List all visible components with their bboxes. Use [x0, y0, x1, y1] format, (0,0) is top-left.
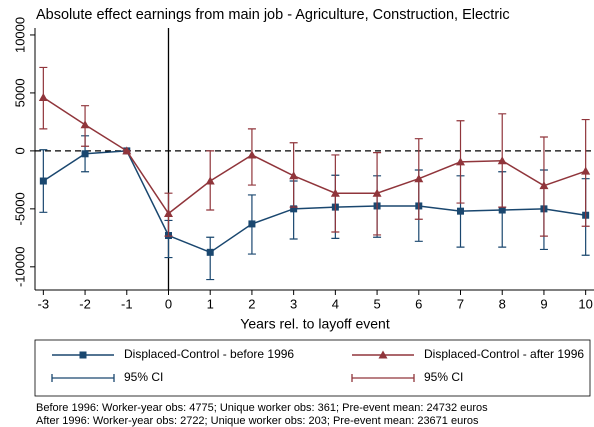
x-tick-label: 9 — [540, 296, 547, 311]
chart-title: Absolute effect earnings from main job -… — [36, 7, 510, 23]
marker — [289, 171, 299, 180]
marker — [39, 177, 47, 185]
marker — [414, 174, 424, 183]
legend-ci — [51, 374, 115, 382]
y-tick-label: 0 — [12, 147, 27, 154]
legend-label: 95% CI — [124, 370, 163, 384]
y-tick-label: -10000 — [12, 247, 27, 287]
y-tick-label: -5000 — [12, 192, 27, 225]
marker — [330, 188, 340, 197]
x-tick-label: -1 — [121, 296, 133, 311]
marker — [122, 146, 132, 155]
legend-label: 95% CI — [424, 370, 463, 384]
x-tick-label: 6 — [415, 296, 422, 311]
marker — [372, 188, 382, 197]
legend-ci — [351, 374, 415, 382]
series-line — [42, 96, 586, 215]
note: After 1996: Worker-year obs: 2722; Uniqu… — [36, 415, 479, 427]
marker — [290, 205, 298, 213]
legend-label: Displaced-Control - before 1996 — [124, 347, 294, 361]
legend-label: Displaced-Control - after 1996 — [424, 347, 584, 361]
marker — [205, 176, 215, 185]
x-tick-label: 3 — [290, 296, 297, 311]
marker — [80, 120, 90, 129]
marker — [581, 166, 591, 175]
x-tick-label: -2 — [79, 296, 91, 311]
marker — [457, 207, 465, 215]
marker — [81, 150, 89, 158]
x-tick-label: 4 — [332, 296, 339, 311]
x-tick-label: 7 — [457, 296, 464, 311]
marker — [206, 248, 214, 256]
x-tick-label: -3 — [38, 296, 50, 311]
marker — [539, 181, 549, 190]
marker — [247, 150, 257, 159]
y-tick-label: 10000 — [12, 17, 27, 53]
x-axis-label: Years rel. to layoff event — [240, 316, 390, 332]
x-tick-label: 1 — [207, 296, 214, 311]
x-tick-label: 0 — [165, 296, 172, 311]
series-line — [42, 150, 586, 254]
marker — [498, 206, 506, 214]
marker — [248, 220, 256, 228]
marker — [456, 157, 466, 166]
legend-box — [34, 339, 591, 397]
x-tick-label: 10 — [578, 296, 592, 311]
marker — [79, 351, 87, 359]
marker — [378, 350, 388, 359]
error-bar — [206, 236, 215, 281]
y-tick-label: 5000 — [12, 78, 27, 107]
x-tick-label: 5 — [373, 296, 380, 311]
x-tick-label: 2 — [248, 296, 255, 311]
marker — [497, 156, 507, 165]
x-tick-label: 8 — [499, 296, 506, 311]
marker — [163, 208, 173, 217]
marker — [38, 93, 48, 102]
note: Before 1996: Worker-year obs: 4775; Uniq… — [36, 402, 488, 414]
